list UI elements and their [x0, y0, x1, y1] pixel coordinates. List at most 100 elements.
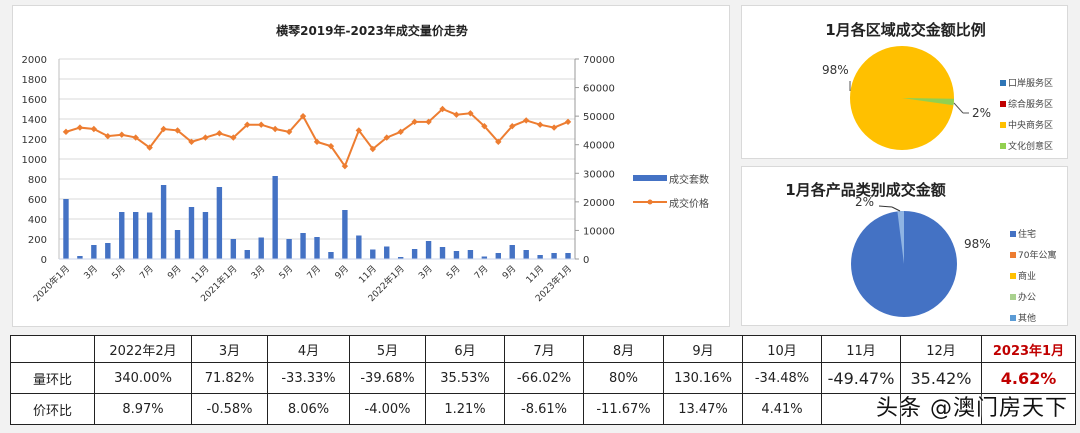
- table-cell: 35.53%: [425, 362, 505, 394]
- header-cell: 5月: [349, 335, 426, 363]
- pie1-label-minor: 2%: [972, 106, 992, 120]
- svg-text:2000: 2000: [22, 55, 47, 66]
- chart-title: 横琴2019年-2023年成交量价走势: [276, 24, 468, 38]
- table-cell: -39.68%: [349, 362, 426, 394]
- pie1-label-major: 98%: [822, 63, 849, 77]
- table-cell: -4.00%: [349, 393, 426, 425]
- legend-item: 70年公寓: [1010, 244, 1056, 265]
- legend-item: 综合服务区: [1000, 93, 1053, 114]
- legend-item: 口岸服务区: [1000, 72, 1053, 93]
- svg-text:1600: 1600: [22, 95, 47, 106]
- legend-item: 办公: [1010, 286, 1056, 307]
- region-pie-panel: 1月各区域成交金额比例 98% 2% 口岸服务区 综合服务区 中央商务区 文化创…: [741, 5, 1068, 159]
- svg-text:5月: 5月: [110, 263, 128, 281]
- line-swatch-icon: [633, 199, 667, 205]
- table-cell: 1.21%: [425, 393, 505, 425]
- svg-text:0: 0: [41, 255, 47, 266]
- table-cell: -0.58%: [191, 393, 268, 425]
- svg-text:3月: 3月: [249, 263, 267, 281]
- table-cell: -11.67%: [583, 393, 664, 425]
- svg-text:5月: 5月: [277, 263, 295, 281]
- row-label: 量环比: [10, 362, 95, 394]
- legend-item: 住宅: [1010, 223, 1056, 244]
- table-row-volume: 量环比 340.00% 71.82% -33.33% -39.68% 35.53…: [10, 362, 1076, 394]
- svg-text:11月: 11月: [524, 263, 546, 285]
- svg-text:1000: 1000: [22, 155, 47, 166]
- svg-text:11月: 11月: [357, 263, 379, 285]
- table-cell: 80%: [583, 362, 664, 394]
- pie1-title: 1月各区域成交金额比例: [825, 21, 986, 39]
- svg-text:9月: 9月: [165, 263, 183, 281]
- svg-text:2020年1月: 2020年1月: [31, 263, 72, 304]
- legend-item-bar: 成交套数: [633, 166, 709, 190]
- svg-text:1800: 1800: [22, 75, 47, 86]
- svg-text:600: 600: [28, 195, 47, 206]
- svg-text:1200: 1200: [22, 135, 47, 146]
- square-swatch-icon: [1000, 100, 1006, 107]
- header-cell: 11月: [821, 335, 901, 363]
- table-cell: 340.00%: [94, 362, 192, 394]
- svg-text:30000: 30000: [583, 169, 615, 180]
- table-header-row: 2022年2月 3月 4月 5月 6月 7月 8月 9月 10月 11月 12月…: [10, 335, 1076, 363]
- pie2-legend: 住宅 70年公寓 商业 办公 其他: [1010, 223, 1056, 328]
- header-cell: 7月: [504, 335, 584, 363]
- volume-price-chart-panel: 横琴2019年-2023年成交量价走势 0 200 400 600 800 1000 120…: [12, 5, 730, 327]
- header-cell: 2022年2月: [94, 335, 192, 363]
- square-swatch-icon: [1010, 293, 1016, 300]
- pie1-legend: 口岸服务区 综合服务区 中央商务区 文化创意区: [1000, 72, 1053, 156]
- legend-item: 其他: [1010, 307, 1056, 328]
- header-cell: 12月: [900, 335, 982, 363]
- month-over-month-table: 2022年2月 3月 4月 5月 6月 7月 8月 9月 10月 11月 12月…: [10, 335, 1076, 425]
- square-swatch-icon: [1000, 142, 1006, 149]
- svg-text:3月: 3月: [82, 263, 100, 281]
- svg-text:7月: 7月: [305, 263, 323, 281]
- table-cell: 35.42%: [900, 362, 982, 394]
- table-cell: 8.97%: [94, 393, 192, 425]
- svg-text:200: 200: [28, 235, 47, 246]
- svg-text:3月: 3月: [416, 263, 434, 281]
- table-cell: 71.82%: [191, 362, 268, 394]
- pie2-title: 1月各产品类别成交金额: [785, 181, 946, 199]
- product-pie-panel: 1月各产品类别成交金额 2% 98% 住宅 70年公寓 商业 办公 其他: [741, 166, 1068, 326]
- table-cell: -66.02%: [504, 362, 584, 394]
- table-cell: 13.47%: [663, 393, 743, 425]
- svg-text:1400: 1400: [22, 115, 47, 126]
- square-swatch-icon: [1000, 79, 1006, 86]
- table-row-price: 价环比 8.97% -0.58% 8.06% -4.00% 1.21% -8.6…: [10, 393, 1076, 425]
- legend-item: 商业: [1010, 265, 1056, 286]
- header-cell: [10, 335, 95, 363]
- pie2-label-major: 98%: [964, 237, 991, 251]
- watermark: 头条 @澳门房天下: [876, 396, 1068, 421]
- header-cell: 4月: [267, 335, 350, 363]
- header-cell: 8月: [583, 335, 664, 363]
- table-cell: -49.47%: [821, 362, 901, 394]
- square-swatch-icon: [1010, 251, 1016, 258]
- table-cell-highlight: [981, 393, 1076, 425]
- header-cell: 6月: [425, 335, 505, 363]
- svg-text:7月: 7月: [138, 263, 156, 281]
- header-cell: 9月: [663, 335, 743, 363]
- product-pie-chart: [851, 205, 957, 317]
- header-cell: 3月: [191, 335, 268, 363]
- svg-text:20000: 20000: [583, 198, 615, 209]
- square-swatch-icon: [1010, 314, 1016, 321]
- table-cell: [900, 393, 982, 425]
- table-cell: -8.61%: [504, 393, 584, 425]
- chart-legend: 成交套数 成交价格: [633, 166, 709, 214]
- header-cell-highlight: 2023年1月: [981, 335, 1076, 363]
- table-cell: -34.48%: [742, 362, 822, 394]
- table-cell: 4.41%: [742, 393, 822, 425]
- pie2-label-minor: 2%: [855, 195, 875, 209]
- svg-text:0: 0: [583, 255, 589, 266]
- region-pie-chart: [849, 46, 969, 150]
- svg-text:800: 800: [28, 175, 47, 186]
- svg-text:9月: 9月: [333, 263, 351, 281]
- table-cell: 130.16%: [663, 362, 743, 394]
- header-cell: 10月: [742, 335, 822, 363]
- table-cell: [821, 393, 901, 425]
- square-swatch-icon: [1010, 272, 1016, 279]
- svg-text:400: 400: [28, 215, 47, 226]
- bar-swatch-icon: [633, 175, 667, 181]
- svg-text:5月: 5月: [444, 263, 462, 281]
- svg-text:50000: 50000: [583, 112, 615, 123]
